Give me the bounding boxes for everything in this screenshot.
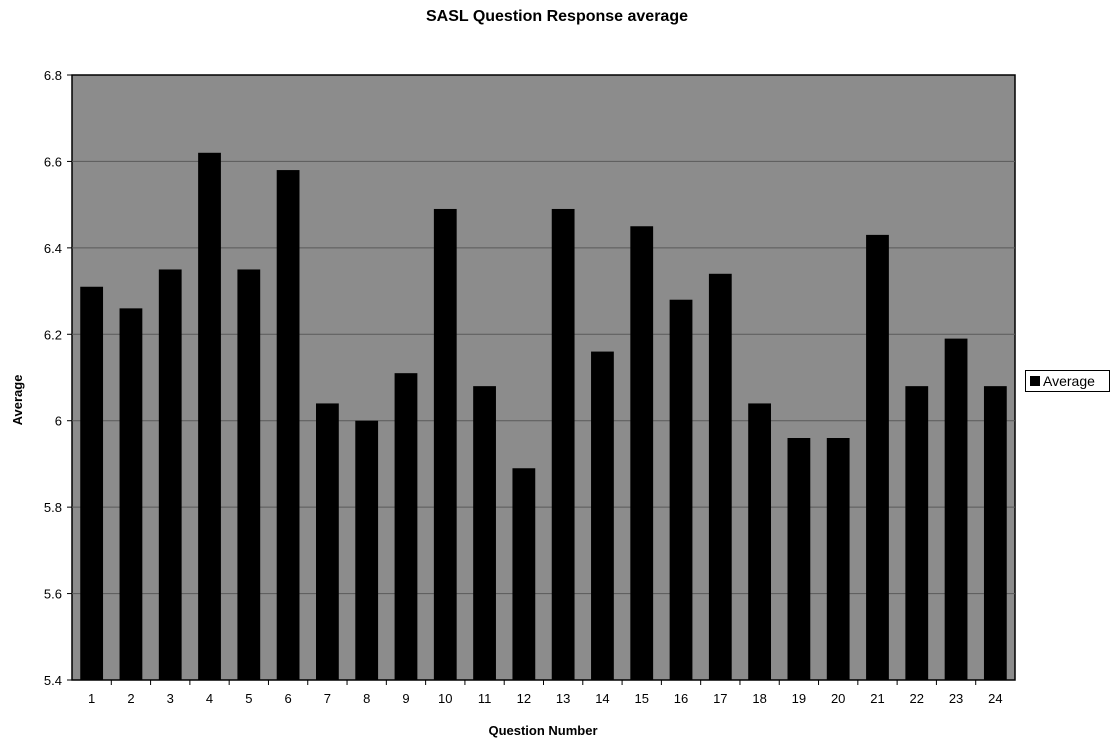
bar-q13 [551, 208, 575, 680]
y-tick-label: 6.6 [44, 154, 62, 169]
bar-q6 [276, 170, 300, 681]
x-axis-label: Question Number [488, 723, 597, 738]
y-tick-label: 5.6 [44, 587, 62, 602]
bar-q20 [826, 438, 850, 680]
x-tick-label: 7 [324, 691, 331, 706]
bar-q21 [866, 234, 889, 680]
x-tick-label: 13 [556, 691, 570, 706]
bar-q9 [394, 373, 418, 680]
bar-q11 [473, 386, 496, 680]
x-tick-label: 11 [478, 691, 492, 706]
bar-q5 [237, 269, 261, 680]
x-tick-label: 6 [284, 691, 291, 706]
x-tick-label: 19 [792, 691, 806, 706]
y-tick-label: 6.8 [44, 68, 62, 83]
x-tick-label: 23 [949, 691, 963, 706]
x-tick-label: 16 [674, 691, 688, 706]
x-tick-label: 14 [595, 691, 609, 706]
gridlines [72, 160, 1015, 595]
bar-q17 [708, 273, 732, 680]
x-tick-label: 9 [402, 691, 409, 706]
bar-q3 [158, 269, 182, 680]
x-tick-label: 3 [167, 691, 174, 706]
bars [80, 152, 1007, 681]
x-tick-label: 4 [206, 691, 213, 706]
bar-q1 [80, 286, 104, 680]
y-tick-label: 5.8 [44, 500, 62, 515]
y-axis-label: Average [10, 375, 25, 426]
bar-q16 [669, 299, 693, 680]
bar-q15 [630, 226, 654, 680]
bar-q23 [944, 338, 968, 680]
x-tick-label: 20 [831, 691, 845, 706]
bar-q8 [355, 420, 379, 680]
bar-q7 [316, 403, 339, 680]
y-tick-label: 6.4 [44, 241, 62, 256]
chart-title: SASL Question Response average [425, 8, 688, 25]
legend-label: Average [1043, 373, 1095, 389]
y-tick-label: 6 [55, 414, 62, 429]
x-tick-label: 10 [438, 691, 452, 706]
x-tick-label: 8 [363, 691, 370, 706]
legend: Average [1025, 370, 1110, 392]
x-tick-label: 12 [517, 691, 531, 706]
bar-q10 [433, 208, 457, 680]
plot-area [71, 74, 1016, 681]
bar-q19 [787, 438, 811, 680]
x-tick-label: 17 [713, 691, 727, 706]
x-tick-label: 1 [88, 691, 95, 706]
x-tick-label: 22 [910, 691, 924, 706]
bar-q22 [905, 386, 929, 680]
x-tick-label: 21 [870, 691, 884, 706]
x-tick-label: 2 [127, 691, 134, 706]
bar-q2 [119, 308, 143, 680]
bar-q14 [591, 351, 614, 680]
bar-q24 [983, 386, 1007, 680]
bar-q12 [512, 468, 536, 680]
y-tick-label: 6.2 [44, 327, 62, 342]
x-tick-label: 5 [245, 691, 252, 706]
axes: 5.45.65.866.26.46.66.81 2 3 4 5 6 7 8 9 10 11 12 13 1… [44, 68, 1003, 706]
bar-q4 [198, 152, 221, 681]
x-tick-label: 15 [634, 691, 648, 706]
bar-q18 [748, 403, 771, 680]
y-tick-label: 5.4 [44, 673, 62, 688]
x-tick-label: 18 [752, 691, 766, 706]
legend-swatch [1030, 376, 1040, 386]
x-tick-label: 24 [988, 691, 1002, 706]
